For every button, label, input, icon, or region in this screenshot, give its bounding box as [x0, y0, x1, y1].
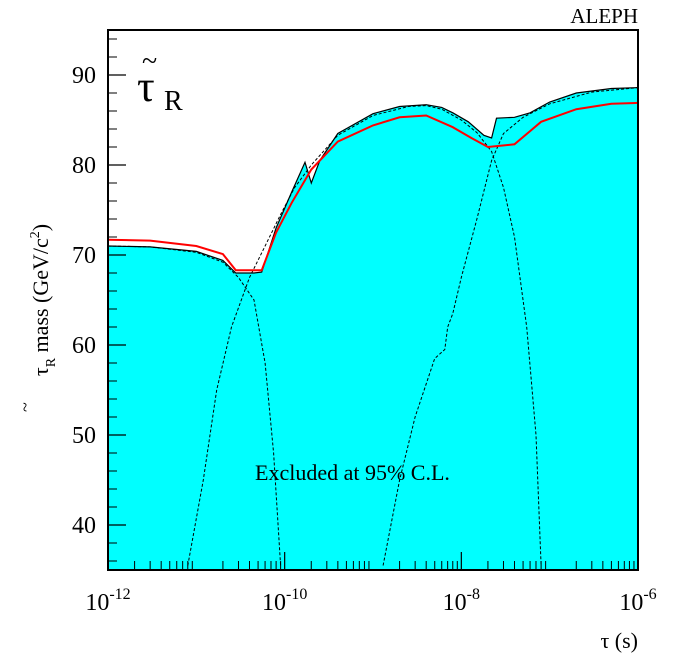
- plot-layer: [107, 87, 639, 570]
- svg-text:R: R: [164, 86, 183, 117]
- svg-text:τ: τ: [137, 62, 155, 111]
- x-axis-label: τ (s): [600, 628, 638, 653]
- ticks-layer: 10-12 10-10 10-8 10-6 40 50 60 70 80 90: [72, 38, 657, 616]
- component-curve-2: [187, 105, 542, 566]
- y-tick-label: 50: [72, 423, 96, 449]
- y-tick-label: 40: [72, 513, 96, 539]
- expected-limit-line: [107, 101, 639, 272]
- chart-title: ALEPH: [570, 4, 638, 28]
- excluded-region-boundary: [107, 87, 639, 274]
- excluded-region-area: [108, 87, 638, 570]
- particle-label: τ ~ R: [137, 46, 183, 117]
- x-tick-label: 10-10: [262, 586, 307, 616]
- svg-text:τR mass (GeV/c2): τR mass (GeV/c2): [28, 224, 59, 376]
- x-tick-label: 10-8: [443, 586, 480, 616]
- y-axis-label: τR mass (GeV/c2) ~: [15, 224, 59, 412]
- x-tick-label: 10-6: [619, 586, 656, 616]
- y-tick-label: 90: [72, 63, 96, 89]
- y-tick-label: 80: [72, 153, 96, 179]
- component-curve-3: [382, 87, 639, 566]
- y-tick-label: 60: [72, 333, 96, 359]
- svg-text:~: ~: [142, 46, 157, 77]
- excluded-annotation: Excluded at 95% C.L.: [255, 460, 450, 485]
- x-tick-label: 10-12: [85, 586, 130, 616]
- svg-text:~: ~: [15, 402, 35, 412]
- svg-text:τ (s): τ (s): [600, 628, 638, 653]
- plot-frame: [107, 29, 639, 571]
- y-tick-label: 70: [72, 243, 96, 269]
- component-curve-1: [107, 245, 282, 566]
